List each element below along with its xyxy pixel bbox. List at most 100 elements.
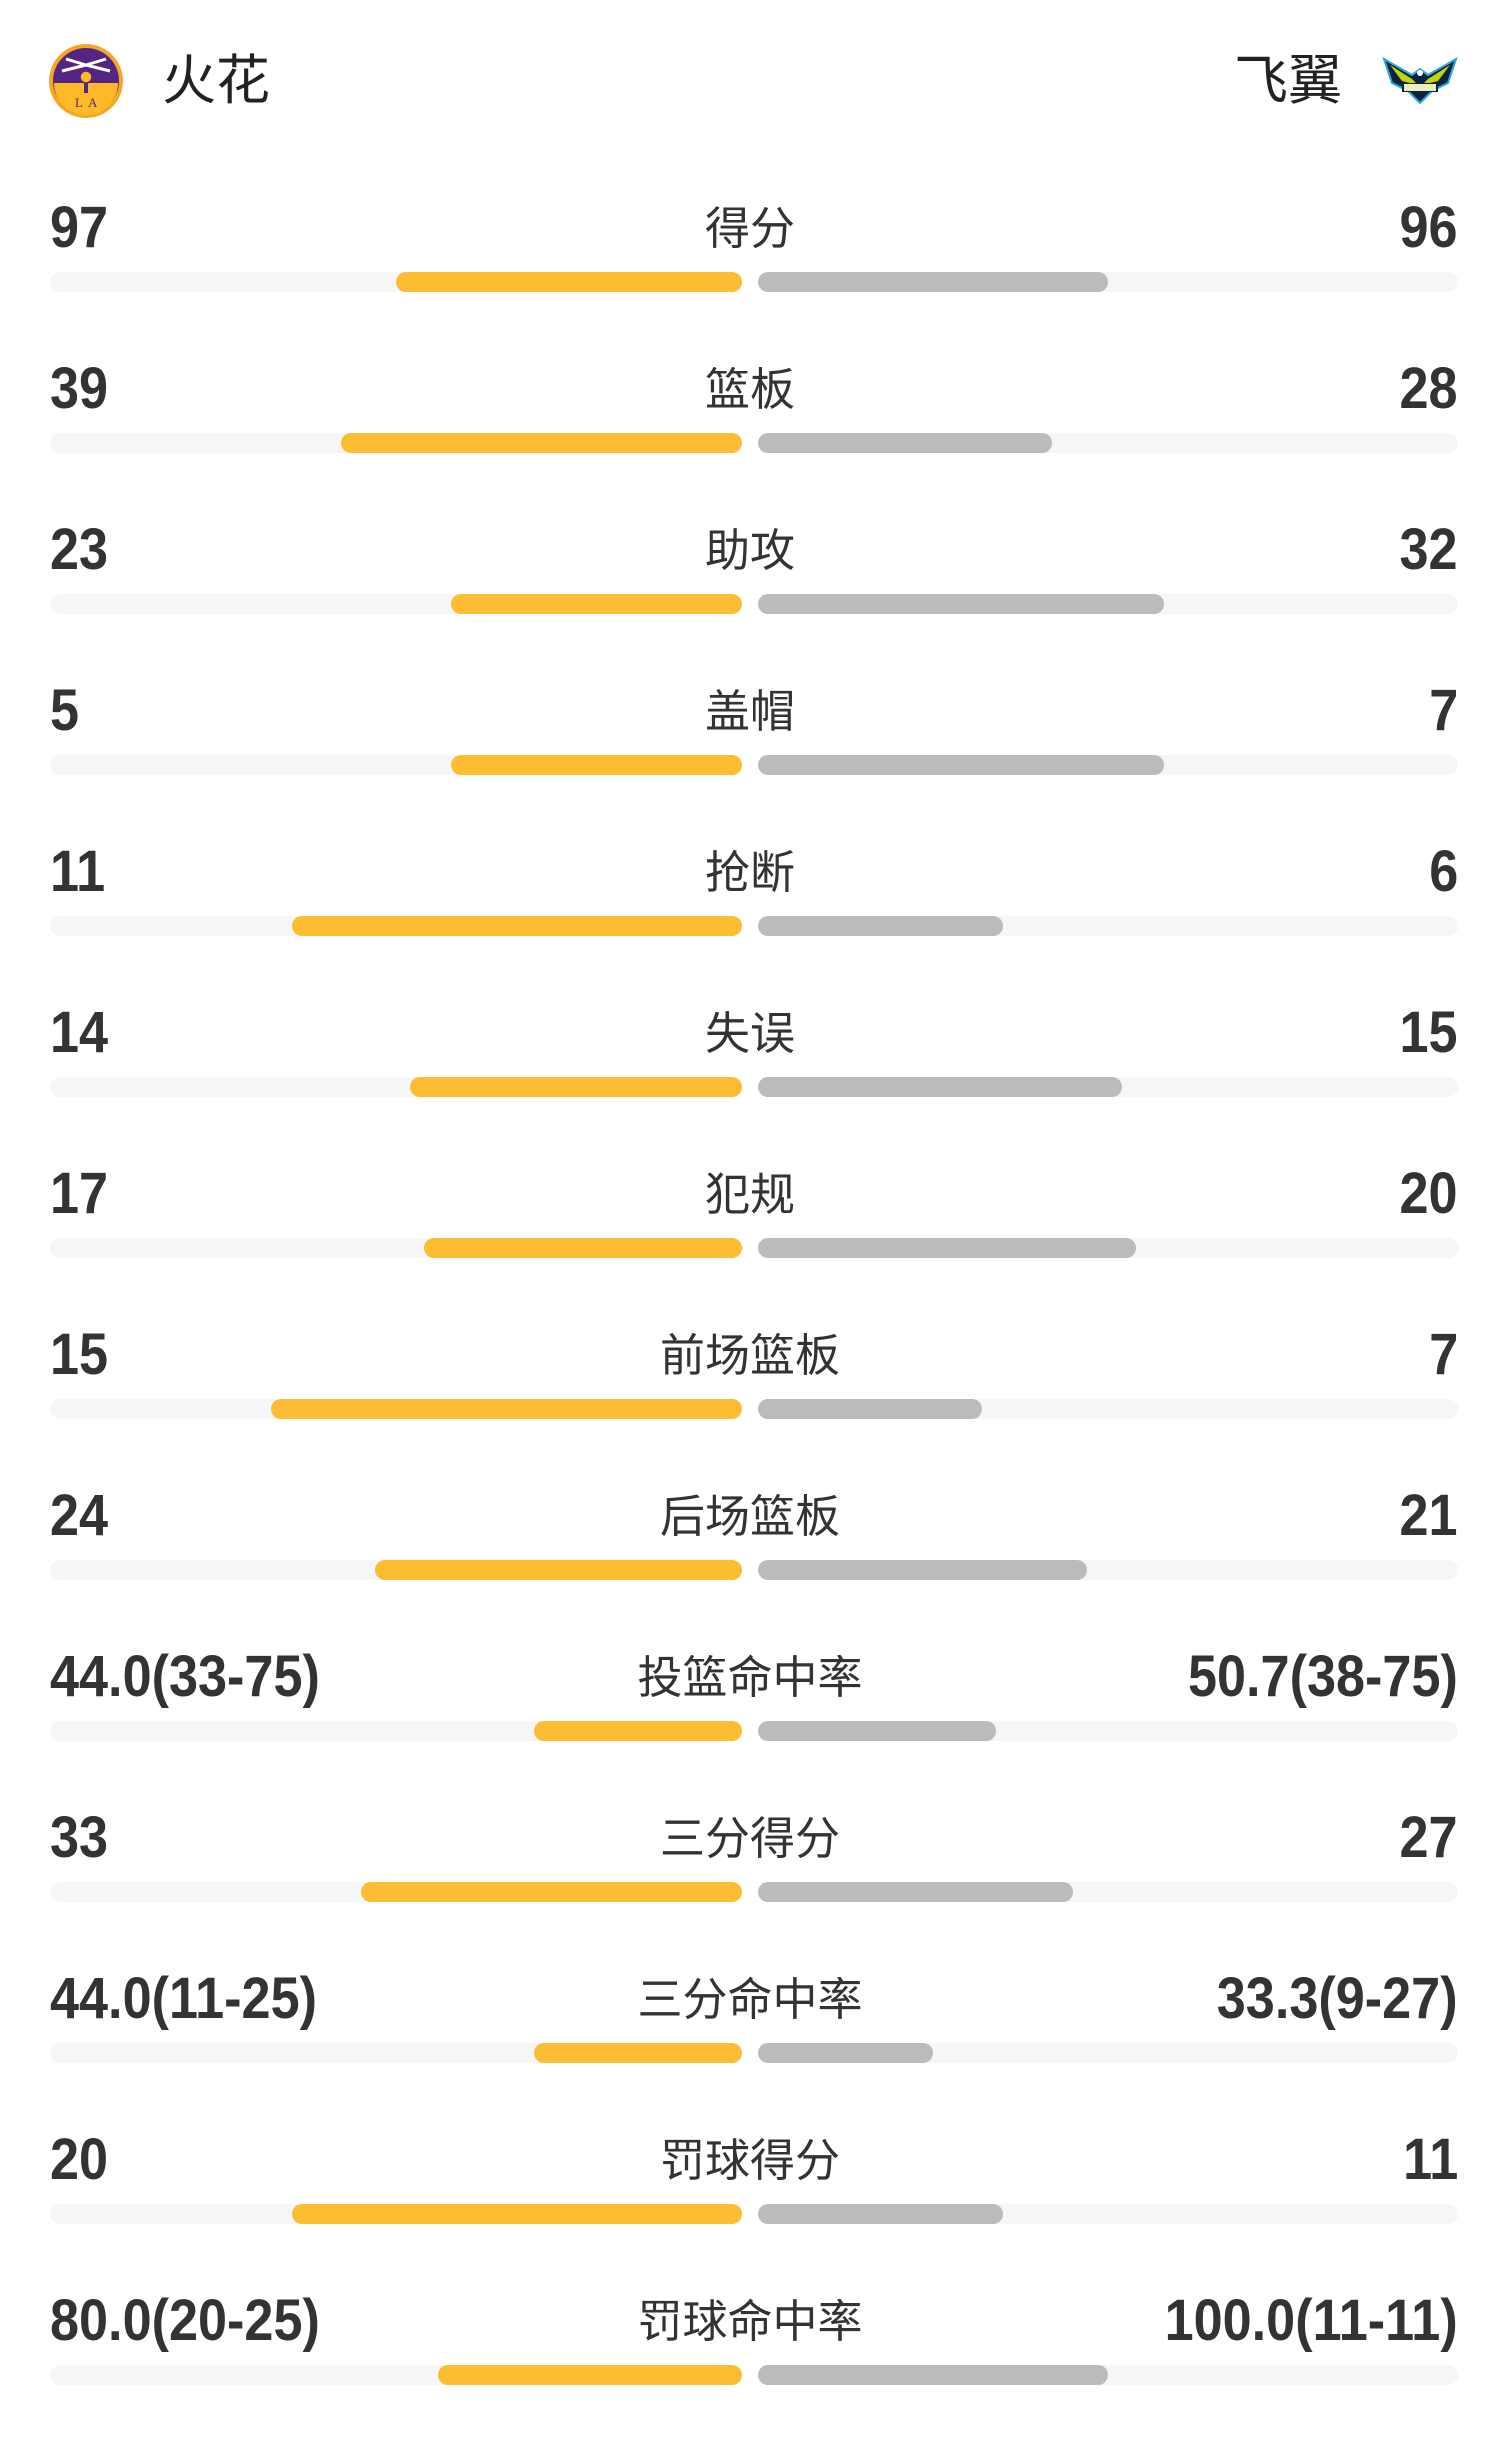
away-stat-value: 32: [1399, 517, 1458, 582]
stat-row: 5 盖帽 7: [0, 679, 1500, 840]
home-stat-value: 5: [50, 678, 80, 743]
away-stat-value: 27: [1399, 1805, 1458, 1870]
home-stat-value: 80.0(20-25): [50, 2288, 320, 2353]
away-bar-fill: [758, 2365, 1108, 2385]
away-stat-value: 20: [1399, 1161, 1458, 1226]
home-bar-track: [50, 1721, 742, 1741]
stat-label: 失误: [704, 1007, 795, 1060]
home-bar-fill: [423, 1238, 742, 1258]
svg-text:L: L: [75, 95, 83, 110]
away-stat-value: 21: [1399, 1483, 1458, 1548]
home-stat-value: 39: [50, 356, 109, 421]
away-bar-fill: [758, 1399, 982, 1419]
los-angeles-sparks-logo: L A: [49, 44, 123, 118]
away-stat-value: 7: [1428, 1322, 1458, 1387]
away-bar-track: [758, 1399, 1458, 1419]
away-stat-value: 7: [1428, 678, 1458, 743]
stat-row: 23 助攻 32: [0, 518, 1500, 679]
away-bar-fill: [758, 594, 1164, 614]
away-bar-track: [758, 2365, 1458, 2385]
away-bar-track: [758, 272, 1458, 292]
stat-label: 前场篮板: [659, 1329, 840, 1382]
away-bar-fill: [758, 1560, 1087, 1580]
away-bar-track: [758, 1560, 1458, 1580]
home-stat-value: 44.0(11-25): [50, 1966, 317, 2031]
home-stat-value: 14: [50, 1000, 109, 1065]
stat-row: 11 抢断 6: [0, 840, 1500, 1001]
away-stat-value: 96: [1399, 195, 1458, 260]
home-bar-fill: [396, 272, 742, 292]
stat-row: 20 罚球得分 11: [0, 2128, 1500, 2289]
away-stat-value: 6: [1428, 839, 1458, 904]
team-header: L A 火花 飞翼: [0, 0, 1500, 160]
home-bar-track: [50, 1560, 742, 1580]
home-bar-fill: [437, 2365, 742, 2385]
away-bar-fill: [758, 272, 1108, 292]
home-bar-track: [50, 1077, 742, 1097]
home-stat-value: 23: [50, 517, 109, 582]
stat-label: 投篮命中率: [637, 1651, 863, 1704]
home-bar-fill: [292, 2204, 742, 2224]
away-bar-fill: [758, 1721, 996, 1741]
home-stat-value: 17: [50, 1161, 109, 1226]
away-bar-track: [758, 1882, 1458, 1902]
away-bar-fill: [758, 755, 1164, 775]
home-bar-fill: [451, 594, 742, 614]
stat-label: 篮板: [704, 363, 795, 416]
stat-row: 44.0(11-25) 三分命中率 33.3(9-27): [0, 1967, 1500, 2128]
away-stat-value: 28: [1399, 356, 1458, 421]
stat-label: 抢断: [704, 846, 795, 899]
home-stat-value: 97: [50, 195, 109, 260]
home-bar-fill: [375, 1560, 742, 1580]
away-bar-track: [758, 1077, 1458, 1097]
away-bar-track: [758, 916, 1458, 936]
stat-label: 得分: [704, 202, 795, 255]
away-bar-fill: [758, 916, 1003, 936]
home-bar-fill: [534, 2043, 742, 2063]
dallas-wings-logo: [1382, 56, 1458, 105]
stat-label: 罚球得分: [659, 2134, 840, 2187]
stat-label: 三分得分: [659, 1812, 840, 1865]
away-bar-track: [758, 755, 1458, 775]
home-stat-value: 33: [50, 1805, 109, 1870]
stat-label: 罚球命中率: [637, 2295, 863, 2348]
home-bar-track: [50, 272, 742, 292]
home-bar-fill: [409, 1077, 742, 1097]
home-stat-value: 24: [50, 1483, 109, 1548]
stat-row: 24 后场篮板 21: [0, 1484, 1500, 1645]
home-stat-value: 20: [50, 2127, 109, 2192]
away-bar-fill: [758, 2204, 1003, 2224]
home-stat-value: 44.0(33-75): [50, 1644, 320, 1709]
stat-label: 后场篮板: [659, 1490, 840, 1543]
away-stat-value: 33.3(9-27): [1217, 1966, 1458, 2031]
away-stat-value: 15: [1399, 1000, 1458, 1065]
stat-row: 39 篮板 28: [0, 357, 1500, 518]
stat-row: 80.0(20-25) 罚球命中率 100.0(11-11): [0, 2289, 1500, 2450]
home-bar-track: [50, 2365, 742, 2385]
stat-row: 17 犯规 20: [0, 1162, 1500, 1323]
away-team-name: 飞翼: [1234, 49, 1342, 112]
stat-row: 44.0(33-75) 投篮命中率 50.7(38-75): [0, 1645, 1500, 1806]
away-bar-track: [758, 2043, 1458, 2063]
away-bar-fill: [758, 433, 1052, 453]
away-stat-value: 50.7(38-75): [1188, 1644, 1458, 1709]
home-bar-fill: [271, 1399, 742, 1419]
stat-label: 三分命中率: [637, 1973, 863, 2026]
home-bar-track: [50, 2043, 742, 2063]
home-team-name: 火花: [162, 49, 270, 112]
stat-row: 33 三分得分 27: [0, 1806, 1500, 1967]
home-bar-track: [50, 916, 742, 936]
away-bar-fill: [758, 1882, 1073, 1902]
home-stat-value: 11: [50, 839, 106, 904]
home-bar-fill: [534, 1721, 742, 1741]
svg-text:A: A: [88, 95, 98, 110]
home-bar-fill: [451, 755, 742, 775]
home-bar-track: [50, 594, 742, 614]
home-bar-track: [50, 1399, 742, 1419]
away-bar-fill: [758, 1238, 1136, 1258]
away-stat-value: 100.0(11-11): [1164, 2288, 1458, 2353]
home-bar-track: [50, 1238, 742, 1258]
stat-label: 助攻: [704, 524, 795, 577]
home-bar-fill: [340, 433, 742, 453]
away-bar-fill: [758, 2043, 933, 2063]
